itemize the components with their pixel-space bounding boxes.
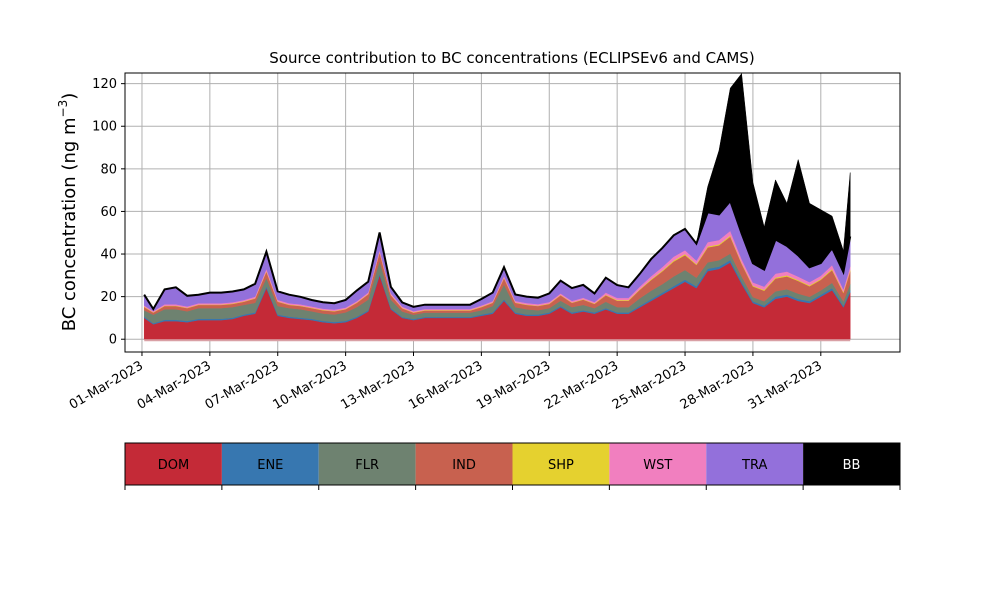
y-tick-label: 80 (100, 162, 117, 177)
y-tick-label: 120 (92, 77, 117, 92)
legend-colorbar: DOM ENE FLR IND SHP WST TRA BB (124, 442, 901, 490)
y-axis-label-superscript: −3 (56, 100, 70, 118)
y-axis-label-suffix: ) (59, 93, 80, 100)
legend-label-dom: DOM (158, 458, 189, 473)
y-axis-label-main: BC concentration (ng m (59, 117, 80, 331)
y-tick-label: 100 (92, 120, 117, 135)
legend-swatch-dom (125, 443, 222, 485)
legend-swatch-bb (803, 443, 900, 485)
y-tick-label: 20 (100, 290, 117, 305)
y-tick-label: 40 (100, 248, 117, 263)
legend-swatch-ind (415, 443, 513, 485)
legend-swatch-shp (512, 443, 610, 485)
legend-label-tra: TRA (741, 458, 767, 473)
legend-label-wst: WST (643, 458, 672, 473)
total-line (143, 199, 852, 311)
chart-title: Source contribution to BC concentrations… (269, 49, 754, 67)
legend-label-shp: SHP (548, 458, 574, 473)
legend-label-bb: BB (843, 458, 861, 473)
y-axis: 0 20 40 60 80 100 120 (92, 77, 125, 348)
legend-label-ind: IND (452, 458, 476, 473)
legend-swatch-ene (221, 443, 319, 485)
y-tick-label: 0 (109, 333, 117, 348)
total-line-group (143, 199, 852, 311)
stacked-areas (143, 72, 851, 342)
y-tick-label: 60 (100, 205, 117, 220)
legend-swatch-wst (609, 443, 707, 485)
legend-swatch-flr (318, 443, 416, 485)
legend-label-flr: FLR (355, 458, 379, 473)
legend-label-ene: ENE (257, 458, 283, 473)
legend-swatch-tra (706, 443, 804, 485)
plot-frame (124, 72, 901, 353)
y-axis-label: BC concentration (ng m−3) (56, 93, 80, 332)
